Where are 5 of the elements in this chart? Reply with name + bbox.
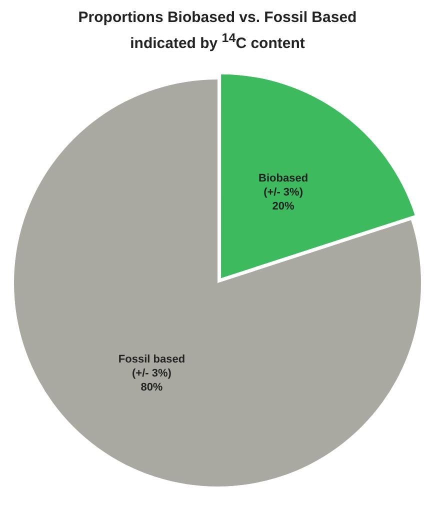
data-label: (+/- 3%) 80%	[132, 368, 172, 394]
data-label: (+/- 3%) 20%	[264, 186, 304, 212]
slice-label: Biobased	[258, 172, 308, 184]
chart-title: Proportions Biobased vs. Fossil Based indicated by $^{14}$C content	[77, 8, 358, 54]
slice-label: Fossil based	[118, 354, 186, 366]
